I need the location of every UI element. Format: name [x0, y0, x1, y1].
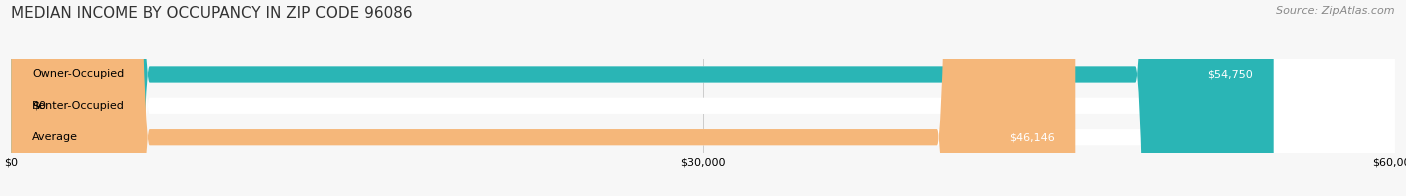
FancyBboxPatch shape	[11, 0, 1076, 196]
Text: $46,146: $46,146	[1008, 132, 1054, 142]
Text: Source: ZipAtlas.com: Source: ZipAtlas.com	[1277, 6, 1395, 16]
Text: Owner-Occupied: Owner-Occupied	[32, 69, 124, 80]
Text: Renter-Occupied: Renter-Occupied	[32, 101, 125, 111]
FancyBboxPatch shape	[11, 0, 1395, 196]
Text: $54,750: $54,750	[1208, 69, 1253, 80]
Text: MEDIAN INCOME BY OCCUPANCY IN ZIP CODE 96086: MEDIAN INCOME BY OCCUPANCY IN ZIP CODE 9…	[11, 6, 413, 21]
FancyBboxPatch shape	[11, 0, 1395, 196]
Text: $0: $0	[32, 101, 46, 111]
FancyBboxPatch shape	[11, 0, 1274, 196]
FancyBboxPatch shape	[11, 0, 1395, 196]
Text: Average: Average	[32, 132, 77, 142]
